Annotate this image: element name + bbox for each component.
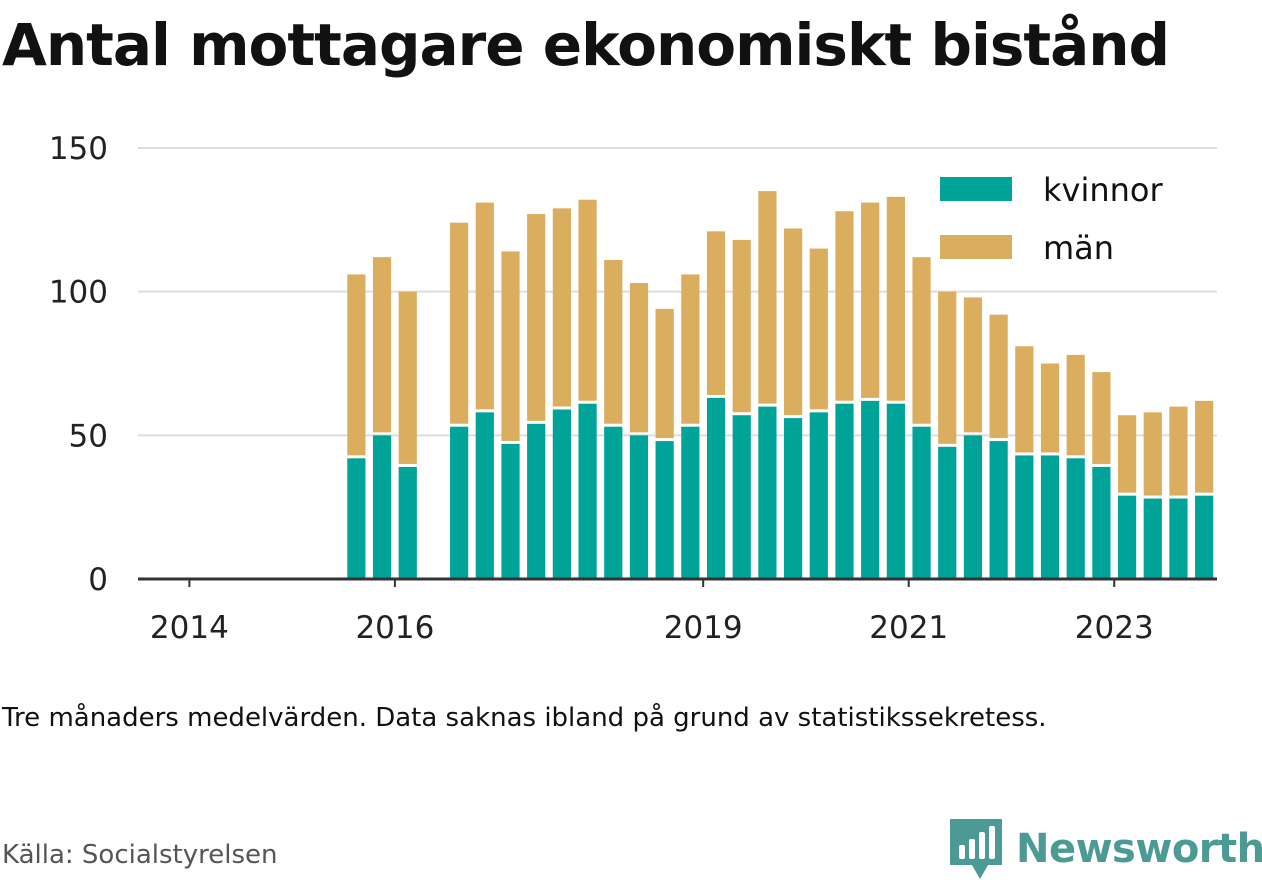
bar-man <box>475 202 494 410</box>
bar-kvinnor <box>706 397 726 579</box>
gridlines <box>138 147 1217 437</box>
y-tick-label: 100 <box>49 275 108 311</box>
bar-man <box>552 208 571 407</box>
bar-man <box>578 199 597 401</box>
bar-kvinnor <box>989 441 1008 579</box>
x-tick-label: 2019 <box>664 610 743 646</box>
bar-kvinnor <box>604 426 623 579</box>
bar-kvinnor <box>347 458 366 579</box>
bar-man <box>886 196 905 401</box>
bar-kvinnor <box>912 426 931 579</box>
x-tick-label: 2014 <box>150 610 229 646</box>
legend-swatch <box>940 235 1012 259</box>
bar-man <box>1066 354 1085 456</box>
bar-kvinnor <box>835 403 854 579</box>
bar-man <box>1117 415 1137 493</box>
bar-kvinnor <box>1169 498 1188 579</box>
x-tick-label: 2021 <box>869 610 948 646</box>
bar-man <box>1143 412 1162 496</box>
bar-man <box>989 314 1008 439</box>
bar-kvinnor <box>1040 455 1060 579</box>
bar-man <box>1015 346 1034 453</box>
x-tick-label: 2023 <box>1075 610 1154 646</box>
legend-label: män <box>1043 229 1114 267</box>
bar-man <box>450 222 469 424</box>
brand[interactable]: Newsworthy <box>950 818 1262 880</box>
bar-kvinnor <box>552 409 571 579</box>
brand-name: Newsworthy <box>1016 826 1262 872</box>
bar-kvinnor <box>475 412 494 579</box>
bar-kvinnor <box>1015 455 1034 579</box>
bar-man <box>1040 363 1060 453</box>
bar-kvinnor <box>963 435 983 579</box>
bar-man <box>604 260 623 424</box>
legend-swatch <box>940 177 1012 201</box>
bar-kvinnor <box>758 406 777 579</box>
bar-kvinnor <box>450 426 469 579</box>
bar-kvinnor <box>1195 495 1214 579</box>
x-tick-label: 2016 <box>355 610 434 646</box>
bar-kvinnor <box>1092 466 1111 579</box>
bar-kvinnor <box>732 415 751 579</box>
bar-man <box>963 297 983 433</box>
chart-note: Tre månaders medelvärden. Data saknas ib… <box>2 703 1047 733</box>
bar-man <box>938 291 957 444</box>
bar-kvinnor <box>1066 458 1085 579</box>
bar-man <box>732 239 751 413</box>
bars <box>347 191 1214 579</box>
bar-man <box>861 202 880 398</box>
bar-kvinnor <box>809 412 828 579</box>
chart-title: Antal mottagare ekonomiskt bistånd <box>2 11 1170 79</box>
bar-man <box>372 257 392 433</box>
bar-kvinnor <box>398 466 417 579</box>
y-tick-label: 150 <box>49 131 108 167</box>
bar-kvinnor <box>784 418 803 579</box>
bar-man <box>835 211 854 401</box>
bar-kvinnor <box>681 426 700 579</box>
bar-kvinnor <box>578 403 597 579</box>
bar-man <box>629 283 649 433</box>
bar-kvinnor <box>527 423 546 579</box>
bar-kvinnor <box>501 443 520 579</box>
bar-man <box>758 191 777 404</box>
bar-kvinnor <box>861 400 880 579</box>
bar-man <box>809 248 828 410</box>
bar-kvinnor <box>372 435 392 579</box>
bar-man <box>527 214 546 421</box>
bar-man <box>784 228 803 416</box>
bar-man <box>912 257 931 424</box>
newsworthy-logo-icon <box>950 819 1002 879</box>
bar-man <box>706 231 726 395</box>
legend: kvinnor män <box>940 171 1164 267</box>
bar-man <box>1195 400 1214 493</box>
bar-man <box>655 308 674 439</box>
bar-man <box>681 274 700 424</box>
bar-man <box>501 251 520 441</box>
bar-man <box>1092 372 1111 464</box>
bar-kvinnor <box>938 446 957 579</box>
bar-kvinnor <box>886 403 905 579</box>
bar-kvinnor <box>1143 498 1162 579</box>
bar-man <box>398 291 417 464</box>
y-tick-label: 50 <box>69 418 108 454</box>
legend-label: kvinnor <box>1043 171 1164 209</box>
bar-man <box>347 274 366 456</box>
bar-kvinnor <box>629 435 649 579</box>
bar-kvinnor <box>655 441 674 579</box>
y-axis-ticks: 0 50 100 150 <box>49 131 108 598</box>
y-tick-label: 0 <box>88 562 108 598</box>
bar-man <box>1169 406 1188 496</box>
x-axis: 2014 2016 2019 2021 2023 <box>138 577 1217 646</box>
source-label: Källa: Socialstyrelsen <box>2 840 278 870</box>
bar-kvinnor <box>1117 495 1137 579</box>
